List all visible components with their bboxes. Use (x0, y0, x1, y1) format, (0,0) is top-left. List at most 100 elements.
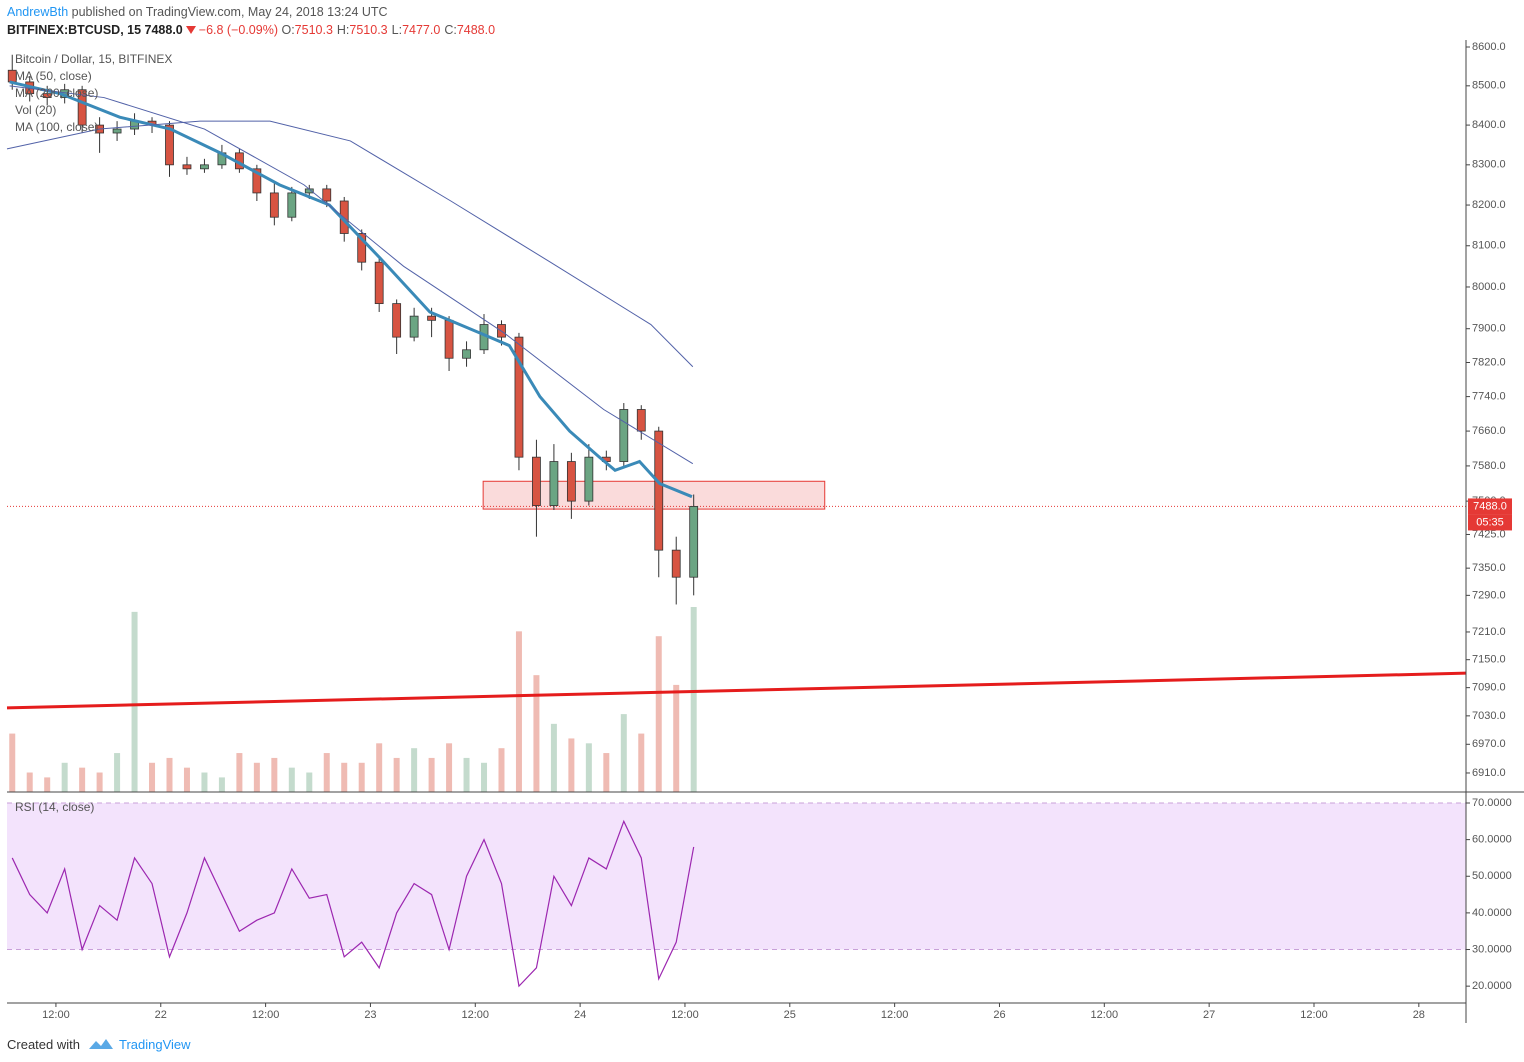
volume-bar (96, 772, 103, 792)
legend-entry: MA (200, close) (15, 86, 98, 100)
publish-line: AndrewBth published on TradingView.com, … (7, 3, 499, 21)
x-tick-label: 22 (155, 1009, 167, 1021)
quote: O:7510.3 H:7510.3 L:7477.0 C:7488.0 (281, 23, 499, 37)
ma-line (6, 120, 694, 368)
y-tick-label: 8100.0 (1472, 240, 1506, 252)
volume-bar (568, 738, 575, 792)
main-pane: 12:00 22 12:00 23 12:00 24 12:00 25 12:00 26 12:00… (6, 41, 1512, 1021)
volume-bar (533, 675, 540, 792)
quote-value: 7477.0 (402, 23, 441, 37)
candle-body (409, 315, 419, 338)
footer: Created with TradingView (7, 1036, 191, 1052)
candle-body (252, 168, 262, 194)
x-tick-label: 12:00 (671, 1009, 699, 1021)
ma-line (9, 85, 694, 465)
x-tick-label: 12:00 (42, 1009, 70, 1021)
candle-body (462, 349, 471, 359)
legend: Bitcoin / Dollar, 15, BITFINEX MA (50, c… (15, 52, 172, 134)
y-tick-label: 7660.0 (1472, 425, 1506, 437)
volume-bar (323, 753, 330, 792)
volume-bar (149, 762, 156, 792)
y-tick-label: 7090.0 (1472, 682, 1506, 694)
trendline (6, 671, 1467, 710)
price-label: 7488.0 (1473, 500, 1507, 512)
volume-bar (463, 757, 470, 792)
volume-bar (9, 733, 16, 792)
brand[interactable]: TradingView (118, 1036, 191, 1052)
volume-bar (183, 767, 190, 792)
candle-body (322, 188, 332, 202)
quote-value: 7510.3 (294, 23, 333, 37)
candle-body (584, 456, 594, 502)
y-tick-label: 8300.0 (1472, 159, 1506, 171)
volume-bar (341, 762, 348, 792)
logo (88, 1039, 113, 1049)
volume-bar (515, 631, 522, 792)
candle-body (165, 124, 174, 166)
volume-bar (620, 714, 627, 792)
countdown-bg (1468, 514, 1512, 531)
volume-bar (306, 772, 313, 792)
y-tick-label: 7210.0 (1472, 626, 1506, 638)
quote-label: L: (391, 23, 403, 37)
symbol: BITFINEX:BTCUSD, 15 (7, 23, 142, 37)
y-tick-label: 8600.0 (1472, 41, 1506, 53)
y-tick-label: 6910.0 (1472, 767, 1506, 779)
candle-body (514, 336, 524, 458)
volume-bar (288, 767, 295, 792)
y-tick-label: 7150.0 (1472, 654, 1506, 666)
volume-bar (218, 777, 225, 792)
volume-bar (26, 772, 33, 792)
candle-body (200, 164, 209, 170)
rsi-band (7, 802, 1466, 950)
down-arrow (185, 26, 196, 34)
author[interactable]: AndrewBth (7, 5, 69, 19)
volume-bar (114, 753, 121, 792)
y-tick-label: 7820.0 (1472, 356, 1506, 368)
y-tick-label: 8200.0 (1472, 199, 1506, 211)
y-tick-label: 7290.0 (1472, 589, 1506, 601)
volume-bar (603, 753, 610, 792)
y-tick-label: 7580.0 (1472, 460, 1506, 472)
y-tick-label: 7425.0 (1472, 528, 1506, 540)
quote-label: O: (281, 23, 295, 37)
volume-bar (585, 743, 592, 792)
volume-bar (253, 762, 260, 792)
y-tick-label: 7030.0 (1472, 710, 1506, 722)
x-tick-label: 12:00 (252, 1009, 280, 1021)
x-tick-label: 23 (364, 1009, 376, 1021)
x-tick-label: 28 (1413, 1009, 1425, 1021)
volume-bar (271, 757, 278, 792)
volume-bar (498, 748, 505, 792)
quote-value: 7510.3 (349, 23, 388, 37)
y-tick-label: 20.0000 (1472, 980, 1512, 992)
candle-body (654, 430, 664, 551)
x-tick-label: 12:00 (881, 1009, 909, 1021)
quote-line: BITFINEX:BTCUSD, 15 7488.0 −6.8 (−0.09%) … (7, 21, 499, 39)
volume-bar (166, 757, 173, 792)
candle-body (444, 319, 454, 359)
ma-line (9, 80, 693, 499)
rsi-label: RSI (14, close) (15, 800, 94, 814)
candle-body (549, 461, 559, 506)
volume-bar (446, 743, 453, 792)
x-tick-label: 26 (993, 1009, 1005, 1021)
volume-bar (79, 767, 86, 792)
quote-value: 7488.0 (456, 23, 496, 37)
volume-bar (131, 611, 138, 792)
y-tick-label: 70.0000 (1472, 797, 1512, 809)
rsi-line (11, 819, 695, 988)
volume-bar (44, 777, 51, 792)
candle-body (671, 549, 681, 578)
x-tick-label: 27 (1203, 1009, 1215, 1021)
volume-bar (550, 723, 557, 792)
y-tick-label: 8500.0 (1472, 80, 1506, 92)
chart: 12:00 22 12:00 23 12:00 24 12:00 25 12:00 26 12:00… (6, 40, 1524, 1023)
y-tick-label: 7350.0 (1472, 562, 1506, 574)
change: −6.8 (−0.09%) (198, 23, 278, 37)
price-label-bg (1468, 498, 1512, 515)
candle-body (689, 506, 699, 578)
volume-bar (690, 607, 697, 792)
x-tick-label: 24 (574, 1009, 586, 1021)
